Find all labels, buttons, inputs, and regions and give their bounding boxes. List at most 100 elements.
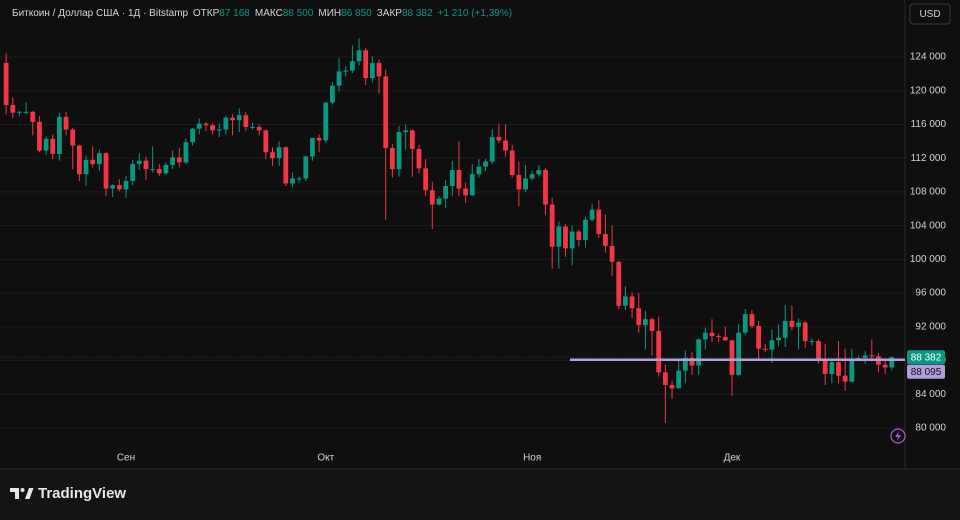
candle-body xyxy=(642,319,648,326)
candle-body xyxy=(729,340,735,375)
candle-body xyxy=(243,115,249,127)
candle-body xyxy=(509,150,515,176)
candle-body xyxy=(76,145,82,175)
candle-body xyxy=(496,137,502,141)
candle-body xyxy=(862,355,868,358)
candle-body xyxy=(17,111,22,113)
candle-body xyxy=(836,362,841,376)
symbol-title: Биткоин / Доллар США · 1Д · Bitstamp xyxy=(12,8,189,19)
candle-body xyxy=(529,174,535,179)
candle-body xyxy=(523,178,528,190)
candle-body xyxy=(669,384,675,389)
candle-body xyxy=(170,157,176,165)
candle-body xyxy=(469,174,475,196)
candle-body xyxy=(822,358,828,375)
candle-body xyxy=(616,261,622,306)
candle-body xyxy=(816,341,821,359)
candle-body xyxy=(190,128,195,143)
y-tick-label: 120 000 xyxy=(910,85,947,96)
candle-body xyxy=(662,372,668,385)
candle-body xyxy=(456,169,462,189)
candle-body xyxy=(449,169,455,187)
alert-icon[interactable] xyxy=(890,428,906,444)
candle-body xyxy=(183,142,189,163)
candle-body xyxy=(116,185,122,190)
candle-body xyxy=(589,209,595,220)
candle-body xyxy=(809,341,815,343)
candle-body xyxy=(103,153,109,189)
candle-body xyxy=(270,152,275,159)
ohlc-value: 88 382 xyxy=(401,8,433,19)
icon-ring[interactable] xyxy=(890,428,906,444)
ohlc-key: ОТКР xyxy=(192,8,220,19)
usd-button[interactable]: USD xyxy=(909,3,951,25)
candle-body xyxy=(223,117,229,130)
candle-body xyxy=(196,123,202,129)
candle-body xyxy=(63,116,69,130)
candle-body xyxy=(250,126,255,128)
candle-body xyxy=(476,166,482,175)
candle-body xyxy=(90,159,96,165)
candle-body xyxy=(50,138,56,154)
y-tick-label: 116 000 xyxy=(911,119,947,130)
candle-body xyxy=(369,62,375,79)
button-frame[interactable] xyxy=(909,3,951,25)
candle-body xyxy=(889,357,895,368)
candle-body xyxy=(576,231,582,240)
ohlc-value: 87 168 xyxy=(219,8,250,19)
candle-body xyxy=(403,130,409,133)
candle-body xyxy=(310,137,315,157)
candle-body xyxy=(416,148,422,169)
candle-body xyxy=(569,231,575,249)
candle-body xyxy=(796,322,801,327)
candle-body xyxy=(463,188,468,196)
candle-body xyxy=(436,198,442,205)
candle-body xyxy=(802,322,808,342)
icon-bolt[interactable] xyxy=(895,431,901,441)
candle-body xyxy=(336,71,342,86)
y-tick-label: 84 000 xyxy=(915,389,946,400)
candle-body xyxy=(363,50,369,79)
candle-body xyxy=(776,337,781,341)
logo-mark[interactable] xyxy=(10,488,19,499)
candle-body xyxy=(376,62,382,77)
candle-body xyxy=(30,111,36,122)
candle-body xyxy=(429,190,435,205)
candle-body xyxy=(516,175,522,190)
candle-body xyxy=(596,209,602,235)
candle-body xyxy=(696,339,702,366)
logo-slash[interactable] xyxy=(25,488,34,499)
candle-body xyxy=(676,370,682,389)
candle-body xyxy=(689,357,695,366)
candle-body xyxy=(383,76,389,149)
candle-body xyxy=(423,168,429,191)
y-tick-label: 96 000 xyxy=(915,288,946,299)
candle-body xyxy=(489,137,495,162)
x-tick-label: Ноя xyxy=(523,453,541,464)
candle-body xyxy=(37,121,42,151)
candle-body xyxy=(23,111,29,113)
candle-body xyxy=(736,332,742,375)
candle-body xyxy=(230,117,235,121)
candle-body xyxy=(749,314,755,326)
candle-body xyxy=(343,70,349,72)
brand[interactable]: TradingView xyxy=(38,485,126,502)
candle-body xyxy=(603,234,608,246)
currency[interactable]: USD xyxy=(919,9,940,20)
price-line-label: 88 095 xyxy=(911,367,942,378)
y-tick-label: 100 000 xyxy=(910,254,947,265)
footer xyxy=(0,469,960,520)
candle-body xyxy=(829,362,835,375)
candle-body xyxy=(303,156,309,179)
candle-body xyxy=(136,160,142,165)
logo-dot[interactable] xyxy=(20,488,25,492)
candle-body xyxy=(409,130,415,149)
candle-body xyxy=(789,320,795,327)
candle-body xyxy=(123,180,129,190)
candle-body xyxy=(110,185,116,189)
candle-body xyxy=(203,123,209,126)
candle-body xyxy=(143,160,149,170)
brand-logo[interactable]: TradingView xyxy=(10,485,126,502)
